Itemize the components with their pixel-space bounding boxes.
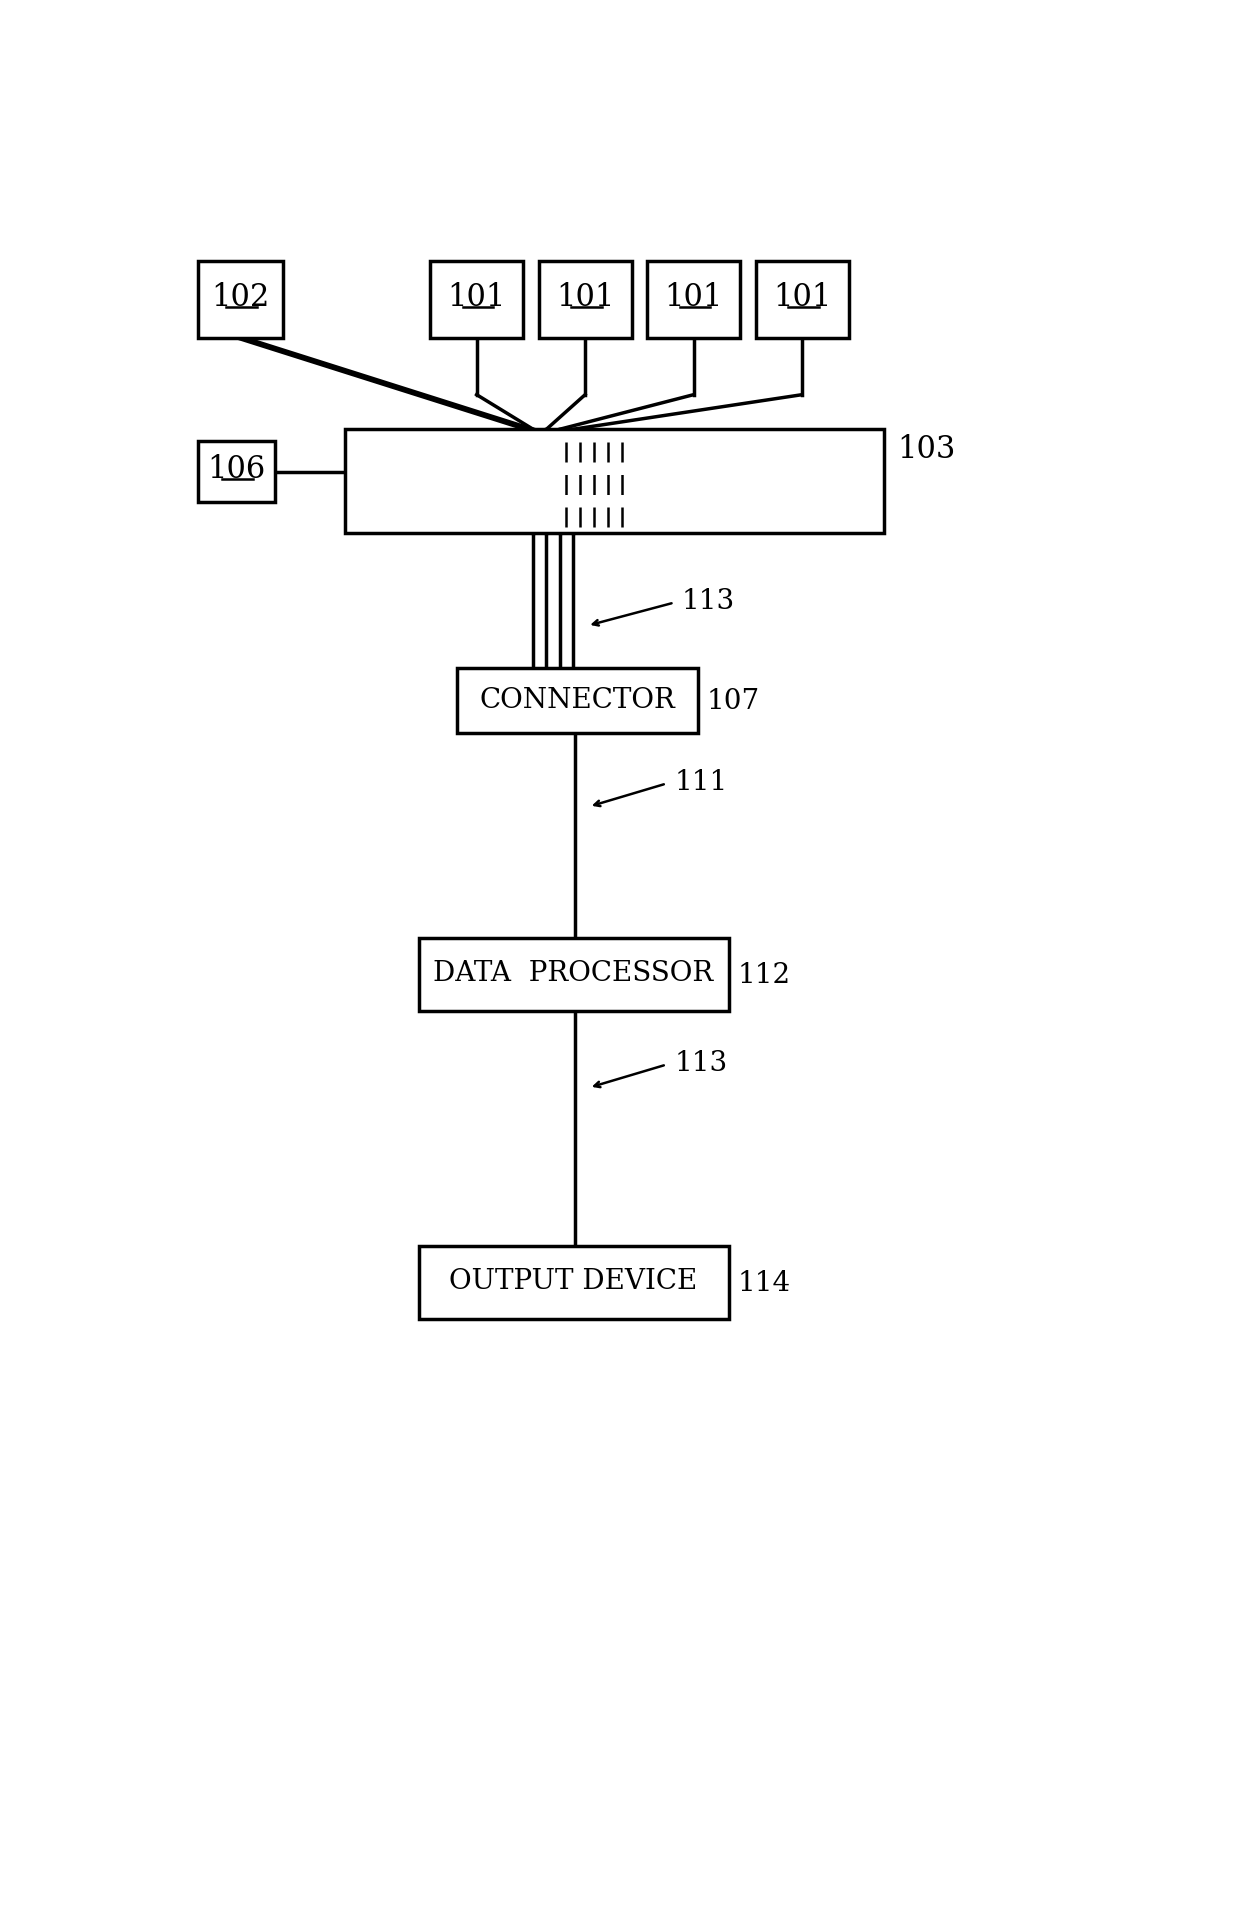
Bar — [197, 262, 283, 338]
Bar — [419, 938, 729, 1011]
Text: DATA  PROCESSOR: DATA PROCESSOR — [433, 960, 714, 986]
Bar — [755, 262, 848, 338]
Bar — [538, 262, 631, 338]
Bar — [430, 262, 523, 338]
Text: CONNECTOR: CONNECTOR — [480, 687, 676, 713]
Text: 113: 113 — [675, 1050, 728, 1077]
Text: 101: 101 — [773, 281, 831, 312]
Text: 102: 102 — [211, 281, 269, 312]
Text: 103: 103 — [898, 435, 956, 465]
Text: 101: 101 — [665, 281, 723, 312]
Bar — [458, 669, 697, 735]
Text: 101: 101 — [556, 281, 614, 312]
Text: 114: 114 — [738, 1269, 791, 1296]
Text: OUTPUT DEVICE: OUTPUT DEVICE — [449, 1267, 698, 1294]
Text: 113: 113 — [682, 587, 735, 615]
Text: 112: 112 — [738, 962, 791, 988]
Text: 101: 101 — [448, 281, 506, 312]
Text: 107: 107 — [707, 688, 760, 715]
Bar — [419, 1246, 729, 1319]
Bar — [197, 442, 275, 504]
Text: 106: 106 — [207, 454, 265, 485]
Bar — [345, 431, 883, 535]
Bar — [647, 262, 740, 338]
Text: 111: 111 — [675, 769, 728, 796]
